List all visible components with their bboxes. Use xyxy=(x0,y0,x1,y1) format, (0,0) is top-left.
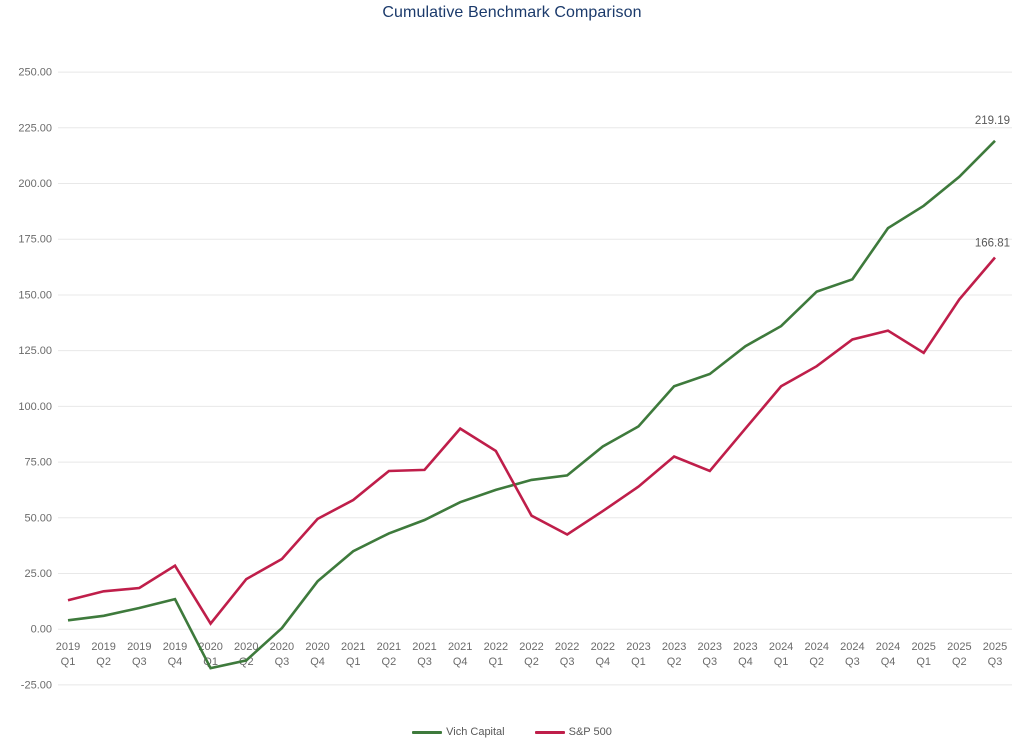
chart-legend: Vich Capital S&P 500 xyxy=(0,726,1024,738)
legend-swatch-vich-capital xyxy=(412,730,443,734)
x-tick-label-quarter: Q4 xyxy=(310,656,325,668)
x-tick-label-year: 2023 xyxy=(662,641,686,653)
y-tick-label: 150.00 xyxy=(18,289,52,301)
x-tick-label-quarter: Q3 xyxy=(560,656,575,668)
series-line-vich-capital xyxy=(67,139,996,670)
y-tick-label: 175.00 xyxy=(18,234,52,246)
x-tick-label-quarter: Q2 xyxy=(952,656,967,668)
series-end-label-sp500: 166.81 xyxy=(975,237,1010,249)
legend-swatch-sp500 xyxy=(534,730,565,734)
x-tick-label-year: 2024 xyxy=(876,641,900,653)
x-tick-label-quarter: Q2 xyxy=(667,656,682,668)
x-tick-label-year: 2023 xyxy=(698,641,722,653)
x-tick-label-year: 2022 xyxy=(591,641,615,653)
x-tick-label-quarter: Q1 xyxy=(61,656,76,668)
y-tick-label: 75.00 xyxy=(24,457,52,469)
x-tick-label-quarter: Q3 xyxy=(417,656,432,668)
y-tick-label: 0.00 xyxy=(31,624,52,636)
x-tick-label-year: 2019 xyxy=(56,641,80,653)
y-tick-label: 50.00 xyxy=(24,512,52,524)
x-tick-label-year: 2021 xyxy=(448,641,472,653)
x-tick-label-year: 2025 xyxy=(911,641,935,653)
x-tick-label-year: 2020 xyxy=(305,641,329,653)
x-tick-label-quarter: Q3 xyxy=(702,656,717,668)
x-tick-label-quarter: Q3 xyxy=(988,656,1003,668)
x-tick-label-year: 2019 xyxy=(127,641,151,653)
x-tick-label-quarter: Q3 xyxy=(845,656,860,668)
x-tick-label-quarter: Q4 xyxy=(881,656,896,668)
x-tick-label-quarter: Q2 xyxy=(524,656,539,668)
x-tick-label-year: 2022 xyxy=(484,641,508,653)
x-tick-label-year: 2021 xyxy=(377,641,401,653)
x-tick-label-year: 2020 xyxy=(198,641,222,653)
x-tick-label-year: 2024 xyxy=(769,641,793,653)
x-tick-label-quarter: Q4 xyxy=(168,656,183,668)
x-tick-label-quarter: Q3 xyxy=(275,656,290,668)
y-tick-label: 100.00 xyxy=(18,401,52,413)
x-tick-label-year: 2021 xyxy=(341,641,365,653)
x-tick-label-year: 2023 xyxy=(626,641,650,653)
x-tick-label-year: 2025 xyxy=(947,641,971,653)
legend-label-sp500: S&P 500 xyxy=(568,726,612,738)
x-tick-label-year: 2022 xyxy=(519,641,543,653)
x-tick-label-quarter: Q2 xyxy=(239,656,254,668)
y-tick-label: 250.00 xyxy=(18,67,52,79)
y-tick-label: -25.00 xyxy=(21,679,52,691)
x-tick-label-year: 2024 xyxy=(840,641,864,653)
x-tick-label-year: 2022 xyxy=(555,641,579,653)
chart-title: Cumulative Benchmark Comparison xyxy=(382,4,642,21)
x-tick-label-quarter: Q4 xyxy=(738,656,753,668)
y-tick-label: 25.00 xyxy=(24,568,52,580)
x-tick-label-year: 2019 xyxy=(163,641,187,653)
x-tick-label-quarter: Q1 xyxy=(346,656,361,668)
x-tick-label-quarter: Q4 xyxy=(595,656,610,668)
x-tick-label-quarter: Q4 xyxy=(453,656,468,668)
x-tick-label-year: 2020 xyxy=(270,641,294,653)
series-end-label-vich-capital: 219.19 xyxy=(975,115,1010,127)
x-tick-label-quarter: Q1 xyxy=(489,656,504,668)
x-tick-label-quarter: Q2 xyxy=(382,656,397,668)
x-tick-label-quarter: Q1 xyxy=(774,656,789,668)
x-tick-label-year: 2025 xyxy=(983,641,1007,653)
y-tick-label: 200.00 xyxy=(18,178,52,190)
x-tick-label-year: 2020 xyxy=(234,641,258,653)
x-tick-label-year: 2024 xyxy=(804,641,828,653)
y-tick-label: 225.00 xyxy=(18,122,52,134)
legend-item-vich-capital: Vich Capital xyxy=(412,726,505,738)
x-tick-label-year: 2019 xyxy=(91,641,115,653)
legend-label-vich-capital: Vich Capital xyxy=(446,726,505,738)
x-tick-label-quarter: Q3 xyxy=(132,656,147,668)
x-tick-label-quarter: Q1 xyxy=(631,656,646,668)
x-tick-label-year: 2023 xyxy=(733,641,757,653)
y-tick-label: 125.00 xyxy=(18,345,52,357)
x-tick-label-year: 2021 xyxy=(412,641,436,653)
legend-item-sp500: S&P 500 xyxy=(534,726,612,738)
series-line-sp500 xyxy=(67,256,996,626)
x-tick-label-quarter: Q2 xyxy=(809,656,824,668)
x-tick-label-quarter: Q2 xyxy=(96,656,111,668)
x-tick-label-quarter: Q1 xyxy=(916,656,931,668)
